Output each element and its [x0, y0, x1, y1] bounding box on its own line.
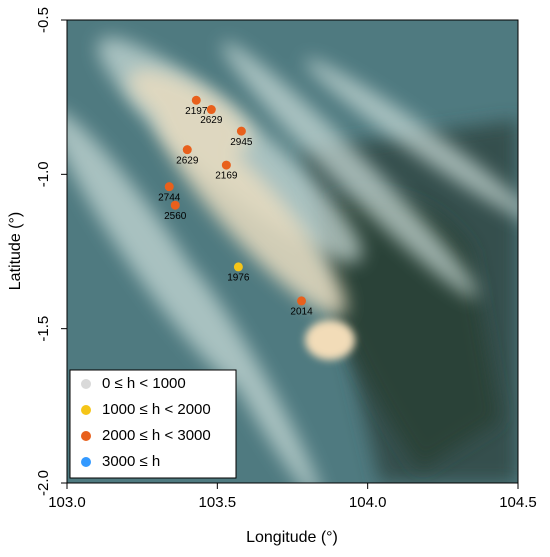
legend: 0 ≤ h < 1000 1000 ≤ h < 2000 2000 ≤ h < 30… [69, 369, 237, 479]
point-label: 2629 [200, 115, 223, 126]
point-label: 2014 [290, 307, 313, 318]
legend-label: 3000 ≤ h [102, 453, 160, 470]
y-axis-label: Latitude (°) [7, 212, 24, 290]
x-tick-label: 103.0 [48, 494, 86, 511]
legend-marker [81, 405, 91, 415]
y-tick-label: -1.0 [35, 161, 52, 187]
legend-marker [81, 379, 91, 389]
point [297, 296, 307, 306]
satellite-image [67, 20, 518, 483]
point-label: 2197 [185, 106, 208, 117]
legend-label: 2000 ≤ h < 3000 [102, 427, 211, 444]
point [182, 145, 192, 155]
point-label: 2945 [230, 137, 253, 148]
x-tick-label: 104.5 [499, 494, 537, 511]
point [221, 160, 231, 170]
x-tick-label: 104.0 [349, 494, 387, 511]
plot-frame [66, 19, 519, 484]
x-tick-label: 103.5 [199, 494, 237, 511]
legend-label: 0 ≤ h < 1000 [102, 375, 186, 392]
point [164, 182, 174, 192]
legend-box [69, 369, 237, 479]
legend-marker [81, 457, 91, 467]
legend-marker [81, 431, 91, 441]
legend-label: 1000 ≤ h < 2000 [102, 401, 211, 418]
point-label: 2169 [215, 171, 238, 182]
point [236, 126, 246, 136]
y-tick-label: -1.5 [35, 316, 52, 342]
point [191, 95, 201, 105]
point-label: 2560 [164, 211, 187, 222]
y-tick-label: -0.5 [35, 7, 52, 33]
point [206, 105, 216, 115]
point-label: 1976 [227, 273, 250, 284]
point [170, 200, 180, 210]
point [233, 262, 243, 272]
point-label: 2629 [176, 155, 199, 166]
point-label: 2744 [158, 192, 181, 203]
x-axis-label: Longitude (°) [246, 529, 338, 546]
y-tick-label: -2.0 [35, 470, 52, 496]
